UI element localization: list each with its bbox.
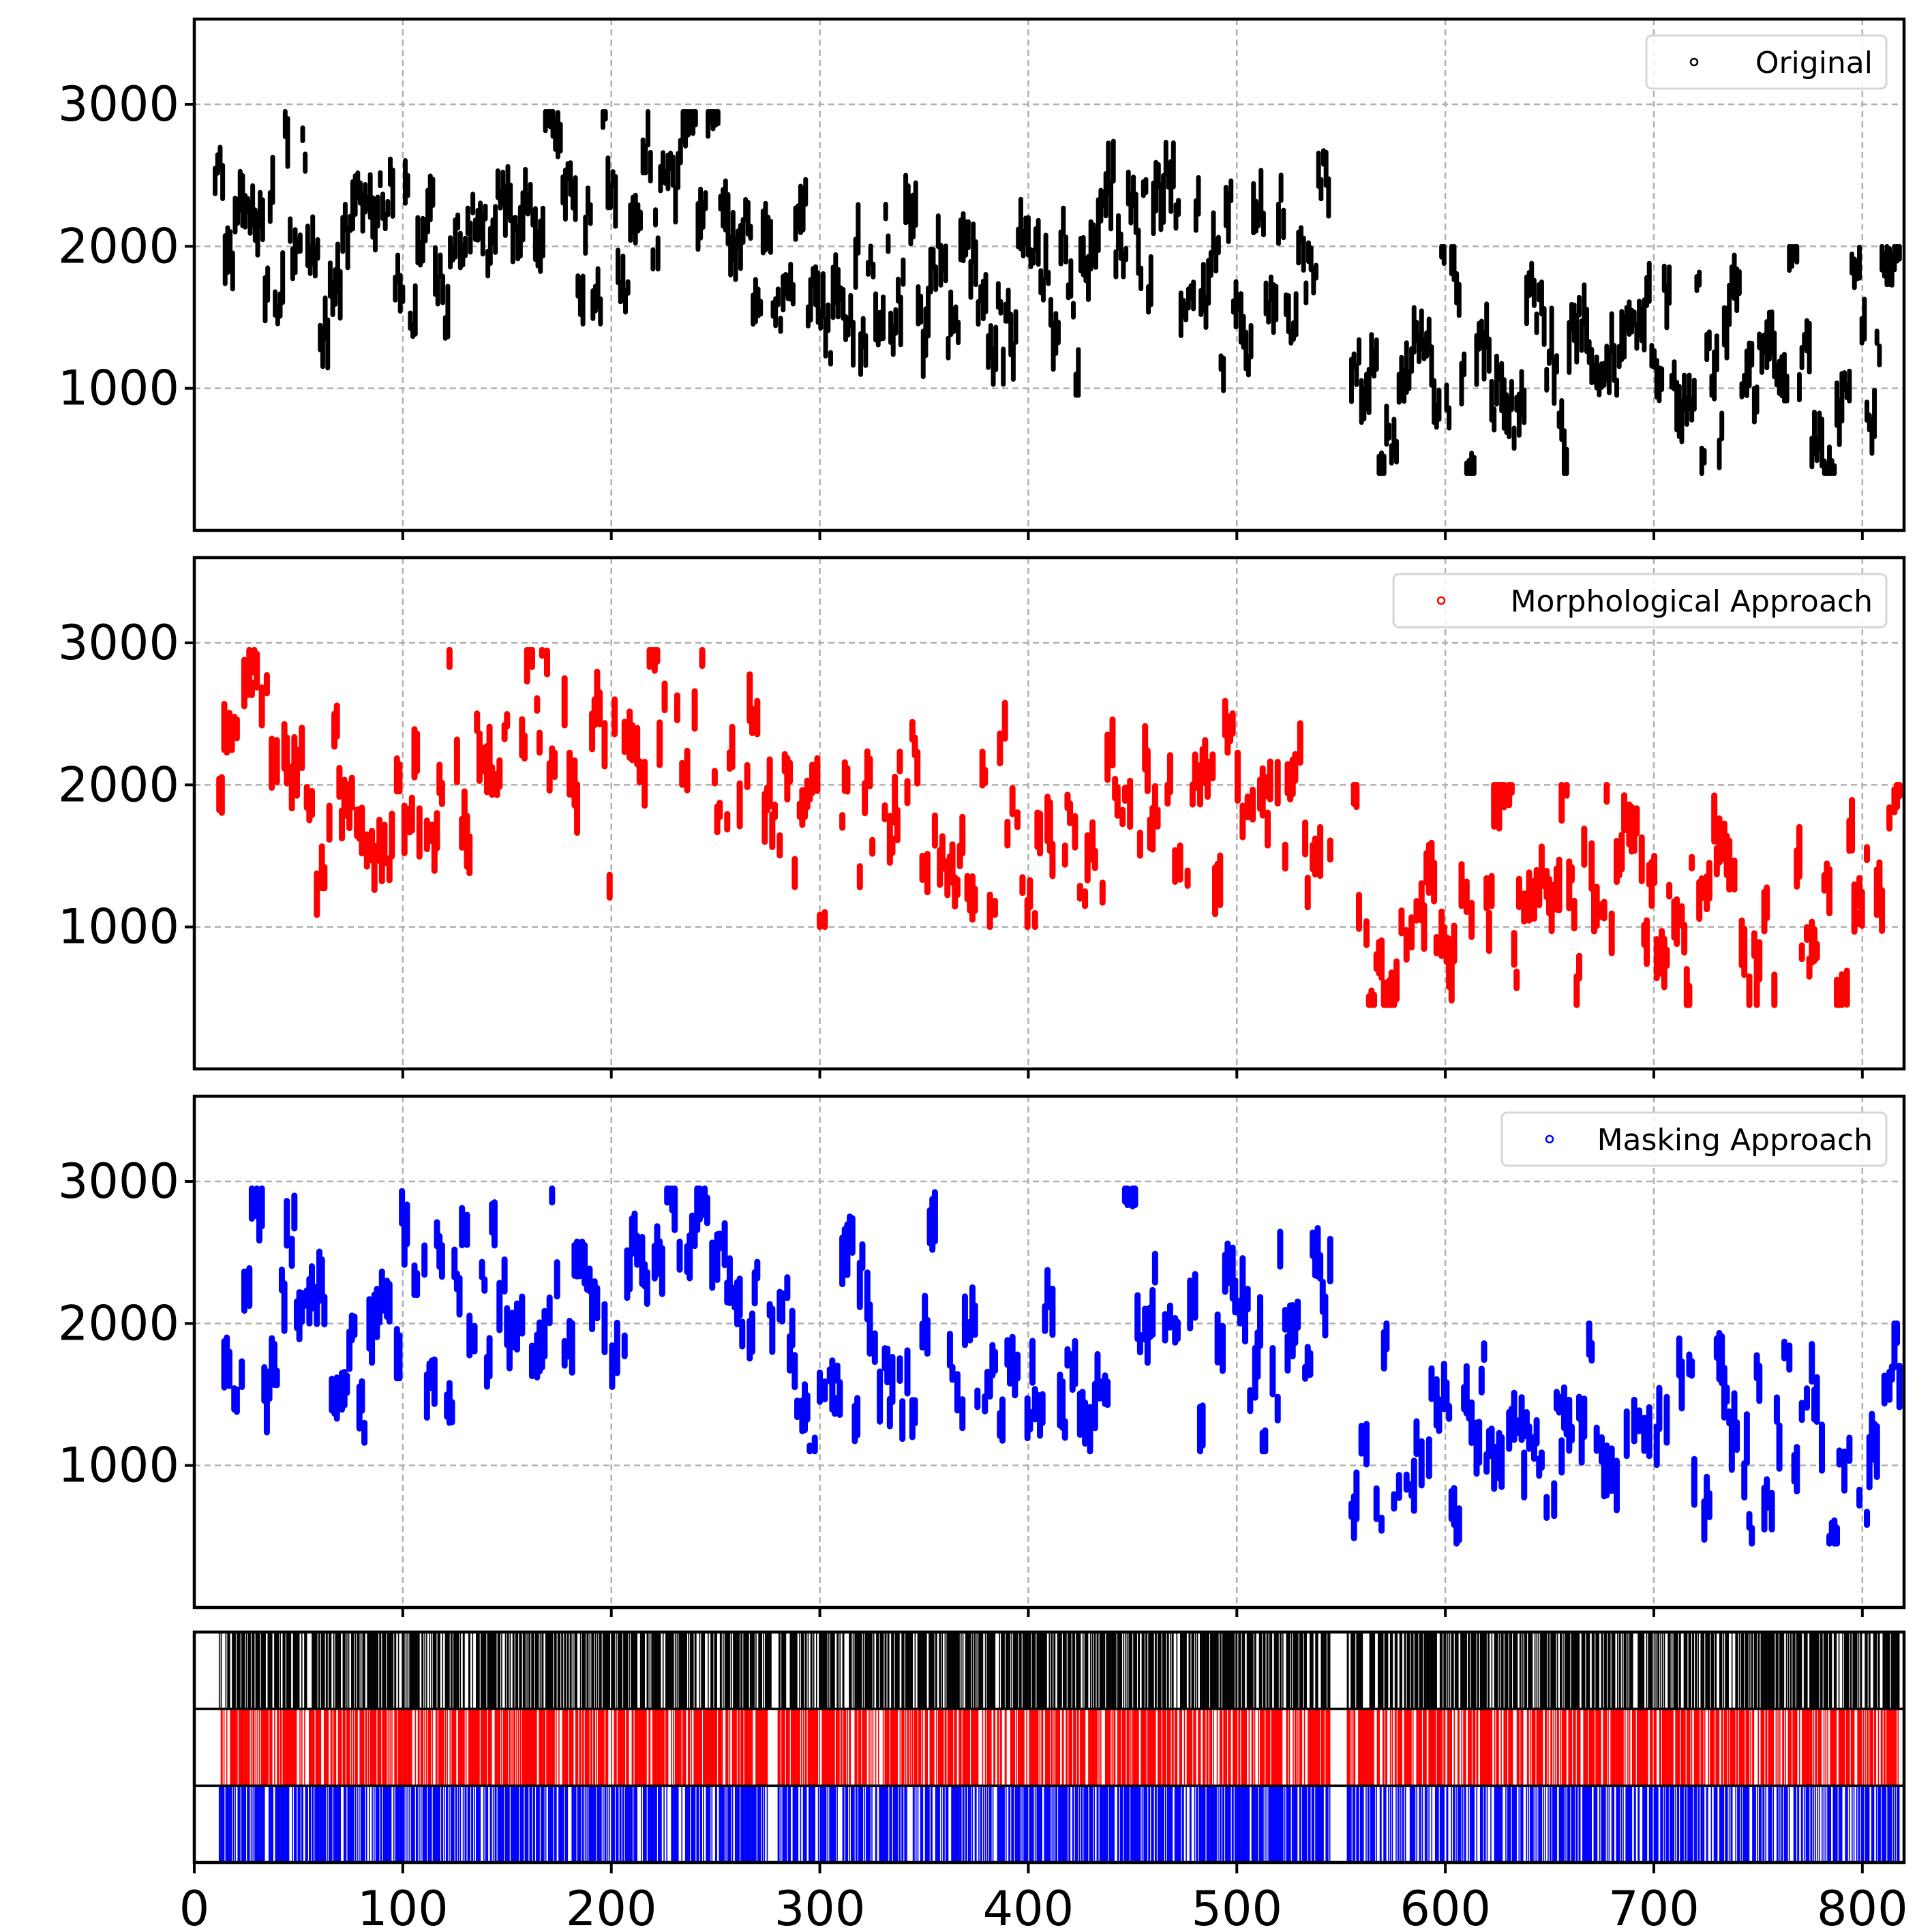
legend-label: Masking Approach xyxy=(1597,1123,1873,1158)
legend-label: Original xyxy=(1755,46,1873,80)
legend: Masking Approach xyxy=(1500,1111,1888,1167)
scatter-panel-1: 1000 2000 3000 Original xyxy=(58,17,1906,540)
y-tick-label: 3000 xyxy=(58,76,179,132)
y-tick-label: 1000 xyxy=(58,361,179,417)
legend: Original xyxy=(1645,34,1888,90)
y-tick-label: 3000 xyxy=(58,1153,179,1209)
legend-box xyxy=(1500,1111,1888,1167)
y-tick-label: 1000 xyxy=(58,899,179,955)
event-raster: 0 100 200 300 400 500 600 700 800 xyxy=(179,1630,1908,1932)
legend-label: Morphological Approach xyxy=(1511,584,1873,619)
legend-box xyxy=(1645,34,1888,90)
raster-row-3 xyxy=(218,1785,1900,1863)
raster-row-2 xyxy=(220,1708,1899,1786)
raster-row-1 xyxy=(218,1632,1900,1709)
data-points xyxy=(213,108,1902,477)
legend-box xyxy=(1392,573,1888,629)
y-tick-label: 2000 xyxy=(58,757,179,813)
axes-frame xyxy=(192,17,1906,532)
y-tick-label: 3000 xyxy=(58,615,179,671)
legend-marker-icon xyxy=(1436,596,1446,605)
scatter-panel-2: 1000 2000 3000 Morphological Approach xyxy=(58,556,1906,1078)
data-points xyxy=(221,1185,1903,1547)
y-tick-label: 1000 xyxy=(58,1438,179,1494)
legend-marker-icon xyxy=(1689,57,1699,67)
data-points xyxy=(216,646,1903,1008)
axes-frame xyxy=(192,1094,1906,1610)
axes-frame xyxy=(192,556,1906,1071)
y-tick-label: 2000 xyxy=(58,1295,179,1351)
legend: Morphological Approach xyxy=(1392,573,1888,629)
scatter-panel-3: 1000 2000 3000 Masking Approach xyxy=(58,1094,1906,1617)
legend-marker-icon xyxy=(1545,1134,1554,1144)
y-tick-label: 2000 xyxy=(58,218,179,274)
